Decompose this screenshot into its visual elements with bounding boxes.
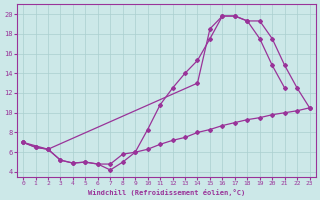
X-axis label: Windchill (Refroidissement éolien,°C): Windchill (Refroidissement éolien,°C) <box>88 189 245 196</box>
